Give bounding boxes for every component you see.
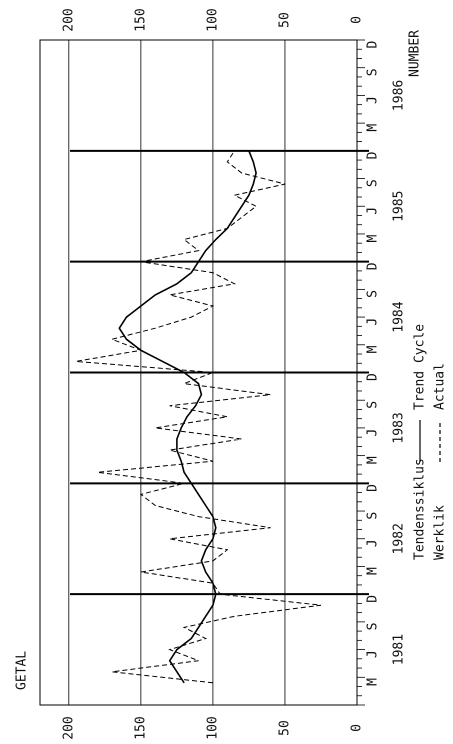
month-label: D: [366, 373, 381, 381]
month-label: J: [366, 96, 381, 104]
year-label: 1986: [392, 80, 407, 111]
month-label: M: [366, 678, 381, 686]
y2-tick-label: 150: [133, 8, 148, 31]
legend-name-af: Werklik: [433, 505, 448, 560]
y-tick-label: 200: [61, 716, 76, 739]
month-label: J: [366, 429, 381, 437]
month-label: D: [366, 41, 381, 49]
year-label: 1982: [392, 523, 407, 554]
month-label: S: [366, 623, 381, 631]
month-label: S: [366, 179, 381, 187]
left-axis-title: GETAL: [15, 651, 30, 690]
month-label: J: [366, 318, 381, 326]
y2-tick-label: 0: [350, 16, 365, 24]
y2-tick-label: 200: [61, 8, 76, 31]
right-axis-title: NUMBER: [408, 30, 423, 77]
y-tick-label: 150: [133, 716, 148, 739]
month-label: M: [366, 345, 381, 353]
month-label: S: [366, 512, 381, 520]
y-tick-label: 0: [350, 724, 365, 732]
month-label: M: [366, 234, 381, 242]
month-label: J: [366, 650, 381, 658]
legend-name: Trend Cycle: [413, 324, 428, 410]
month-label: D: [366, 151, 381, 159]
month-label: S: [366, 68, 381, 76]
month-label: S: [366, 401, 381, 409]
month-label: D: [366, 262, 381, 270]
legend-name: Actual: [433, 363, 448, 410]
month-label: D: [366, 595, 381, 603]
series-line: [118, 150, 257, 684]
y-tick-label: 50: [277, 720, 292, 736]
month-label: M: [366, 456, 381, 464]
series-line: [75, 150, 322, 684]
year-label: 1981: [392, 634, 407, 665]
month-label: D: [366, 484, 381, 492]
y-tick-label: 100: [205, 716, 220, 739]
month-label: J: [366, 539, 381, 547]
year-label: 1984: [392, 301, 407, 332]
year-label: 1983: [392, 412, 407, 443]
year-label: 1985: [392, 191, 407, 222]
legend-name-af: Tendenssiklus: [413, 458, 428, 560]
month-label: M: [366, 124, 381, 132]
y2-tick-label: 100: [205, 8, 220, 31]
month-label: S: [366, 290, 381, 298]
month-label: M: [366, 567, 381, 575]
month-label: J: [366, 207, 381, 215]
y2-tick-label: 50: [277, 12, 292, 28]
